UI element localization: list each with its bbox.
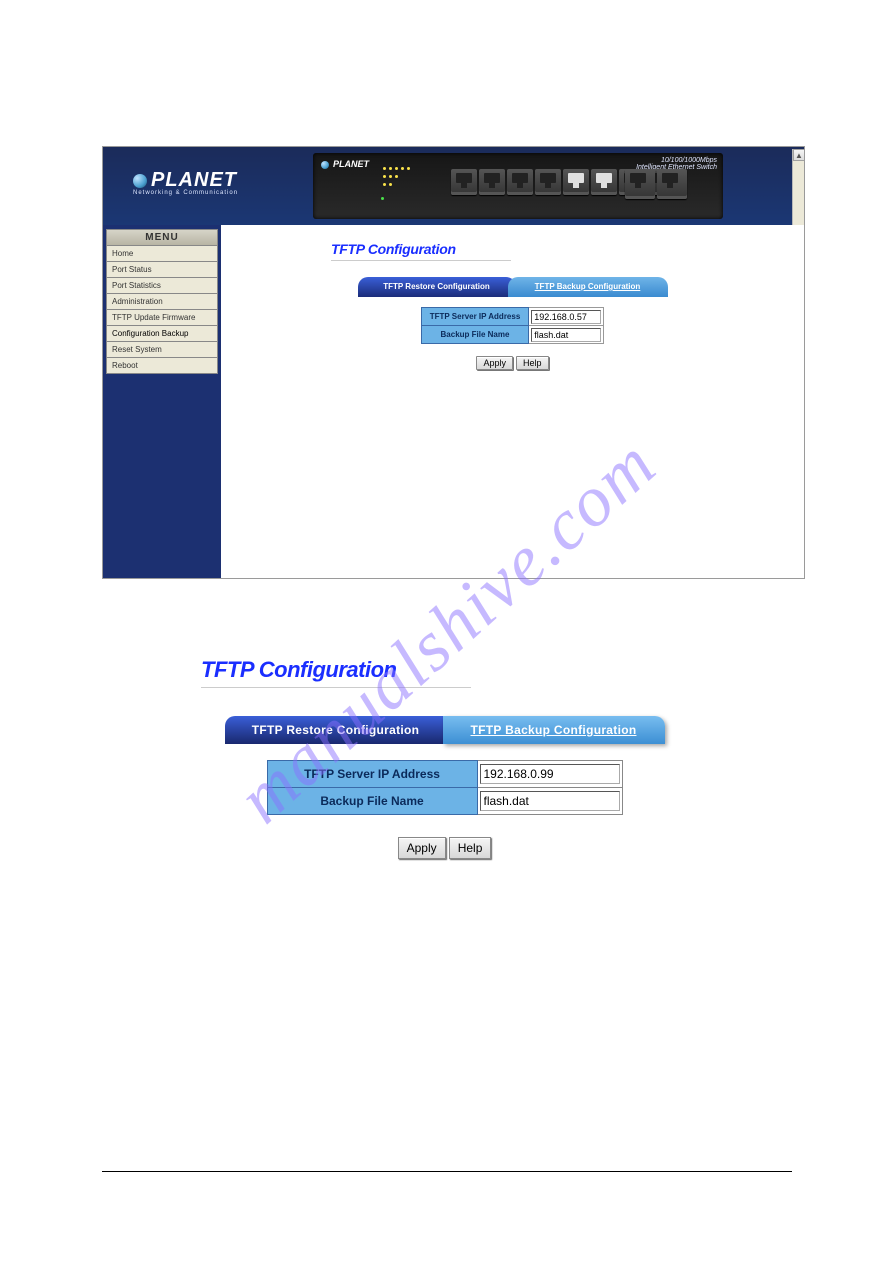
nav-item-reboot[interactable]: Reboot bbox=[106, 358, 218, 374]
tab-restore-config[interactable]: TFTP Restore Configuration bbox=[225, 716, 447, 744]
sidebar-nav: MENU Home Port Status Port Statistics Ad… bbox=[103, 225, 221, 578]
led-panel bbox=[379, 163, 441, 209]
ip-label: TFTP Server IP Address bbox=[267, 761, 477, 788]
rj45-port bbox=[563, 169, 589, 195]
button-row: Apply Help bbox=[221, 356, 804, 370]
tftp-tab-bar: TFTP Restore Configuration TFTP Backup C… bbox=[358, 277, 668, 297]
tftp-server-ip-input[interactable] bbox=[480, 764, 620, 784]
brand-tagline: Networking & Communication bbox=[133, 190, 238, 196]
tab-restore-label: TFTP Restore Configuration bbox=[225, 723, 447, 737]
nav-item-home[interactable]: Home bbox=[106, 246, 218, 262]
backup-filename-input[interactable] bbox=[480, 791, 620, 811]
tftp-server-ip-input[interactable] bbox=[531, 310, 601, 324]
file-label: Backup File Name bbox=[421, 326, 529, 344]
rj45-port bbox=[625, 169, 655, 199]
ip-label: TFTP Server IP Address bbox=[421, 308, 529, 326]
brand-logo: PLANET Networking & Communication bbox=[133, 169, 238, 196]
nav-item-reset-system[interactable]: Reset System bbox=[106, 342, 218, 358]
main-content: TFTP Configuration TFTP Restore Configur… bbox=[221, 225, 804, 578]
tab-backup-config[interactable]: TFTP Backup Configuration bbox=[508, 277, 668, 297]
file-label: Backup File Name bbox=[267, 788, 477, 815]
nav-item-config-backup[interactable]: Configuration Backup bbox=[106, 326, 218, 342]
rj45-port bbox=[479, 169, 505, 195]
page-footer-rule bbox=[102, 1171, 792, 1172]
rj45-uplink-ports bbox=[625, 169, 687, 199]
rj45-port bbox=[591, 169, 617, 195]
tftp-tab-bar: TFTP Restore Configuration TFTP Backup C… bbox=[225, 716, 665, 744]
tab-backup-config[interactable]: TFTP Backup Configuration bbox=[443, 716, 665, 744]
tab-backup-label: TFTP Backup Configuration bbox=[443, 723, 665, 737]
screenshot-zoomed-form: TFTP Configuration TFTP Restore Configur… bbox=[197, 657, 692, 897]
browser-scrollbar[interactable]: ▲ bbox=[792, 149, 804, 225]
nav-item-port-statistics[interactable]: Port Statistics bbox=[106, 278, 218, 294]
apply-button[interactable]: Apply bbox=[398, 837, 446, 859]
tab-backup-label: TFTP Backup Configuration bbox=[508, 282, 668, 291]
nav-item-administration[interactable]: Administration bbox=[106, 294, 218, 310]
device-brand-text: PLANET bbox=[321, 159, 369, 169]
tab-restore-label: TFTP Restore Configuration bbox=[358, 282, 516, 291]
brand-name: PLANET bbox=[151, 169, 237, 191]
screenshot-full-ui: PLANET Networking & Communication PLANET… bbox=[102, 146, 805, 579]
tftp-form-table: TFTP Server IP Address Backup File Name bbox=[421, 307, 605, 344]
scroll-up-arrow-icon[interactable]: ▲ bbox=[793, 149, 805, 161]
switch-header-banner: PLANET Networking & Communication PLANET… bbox=[103, 147, 804, 225]
nav-item-port-status[interactable]: Port Status bbox=[106, 262, 218, 278]
device-illustration: PLANET 10/100/1000Mbps Intelligent Ether… bbox=[313, 153, 723, 219]
page-title: TFTP Configuration bbox=[201, 657, 471, 688]
globe-icon bbox=[133, 174, 147, 188]
rj45-port bbox=[507, 169, 533, 195]
nav-item-tftp-update-firmware[interactable]: TFTP Update Firmware bbox=[106, 310, 218, 326]
rj45-port bbox=[657, 169, 687, 199]
help-button[interactable]: Help bbox=[449, 837, 492, 859]
apply-button[interactable]: Apply bbox=[476, 356, 513, 370]
menu-title: MENU bbox=[106, 229, 218, 246]
rj45-port bbox=[535, 169, 561, 195]
globe-icon bbox=[321, 161, 329, 169]
tab-restore-config[interactable]: TFTP Restore Configuration bbox=[358, 277, 516, 297]
page-title: TFTP Configuration bbox=[331, 241, 511, 261]
tftp-form-table: TFTP Server IP Address Backup File Name bbox=[267, 760, 623, 815]
button-row: Apply Help bbox=[197, 837, 692, 859]
backup-filename-input[interactable] bbox=[531, 328, 601, 342]
rj45-port bbox=[451, 169, 477, 195]
help-button[interactable]: Help bbox=[516, 356, 549, 370]
